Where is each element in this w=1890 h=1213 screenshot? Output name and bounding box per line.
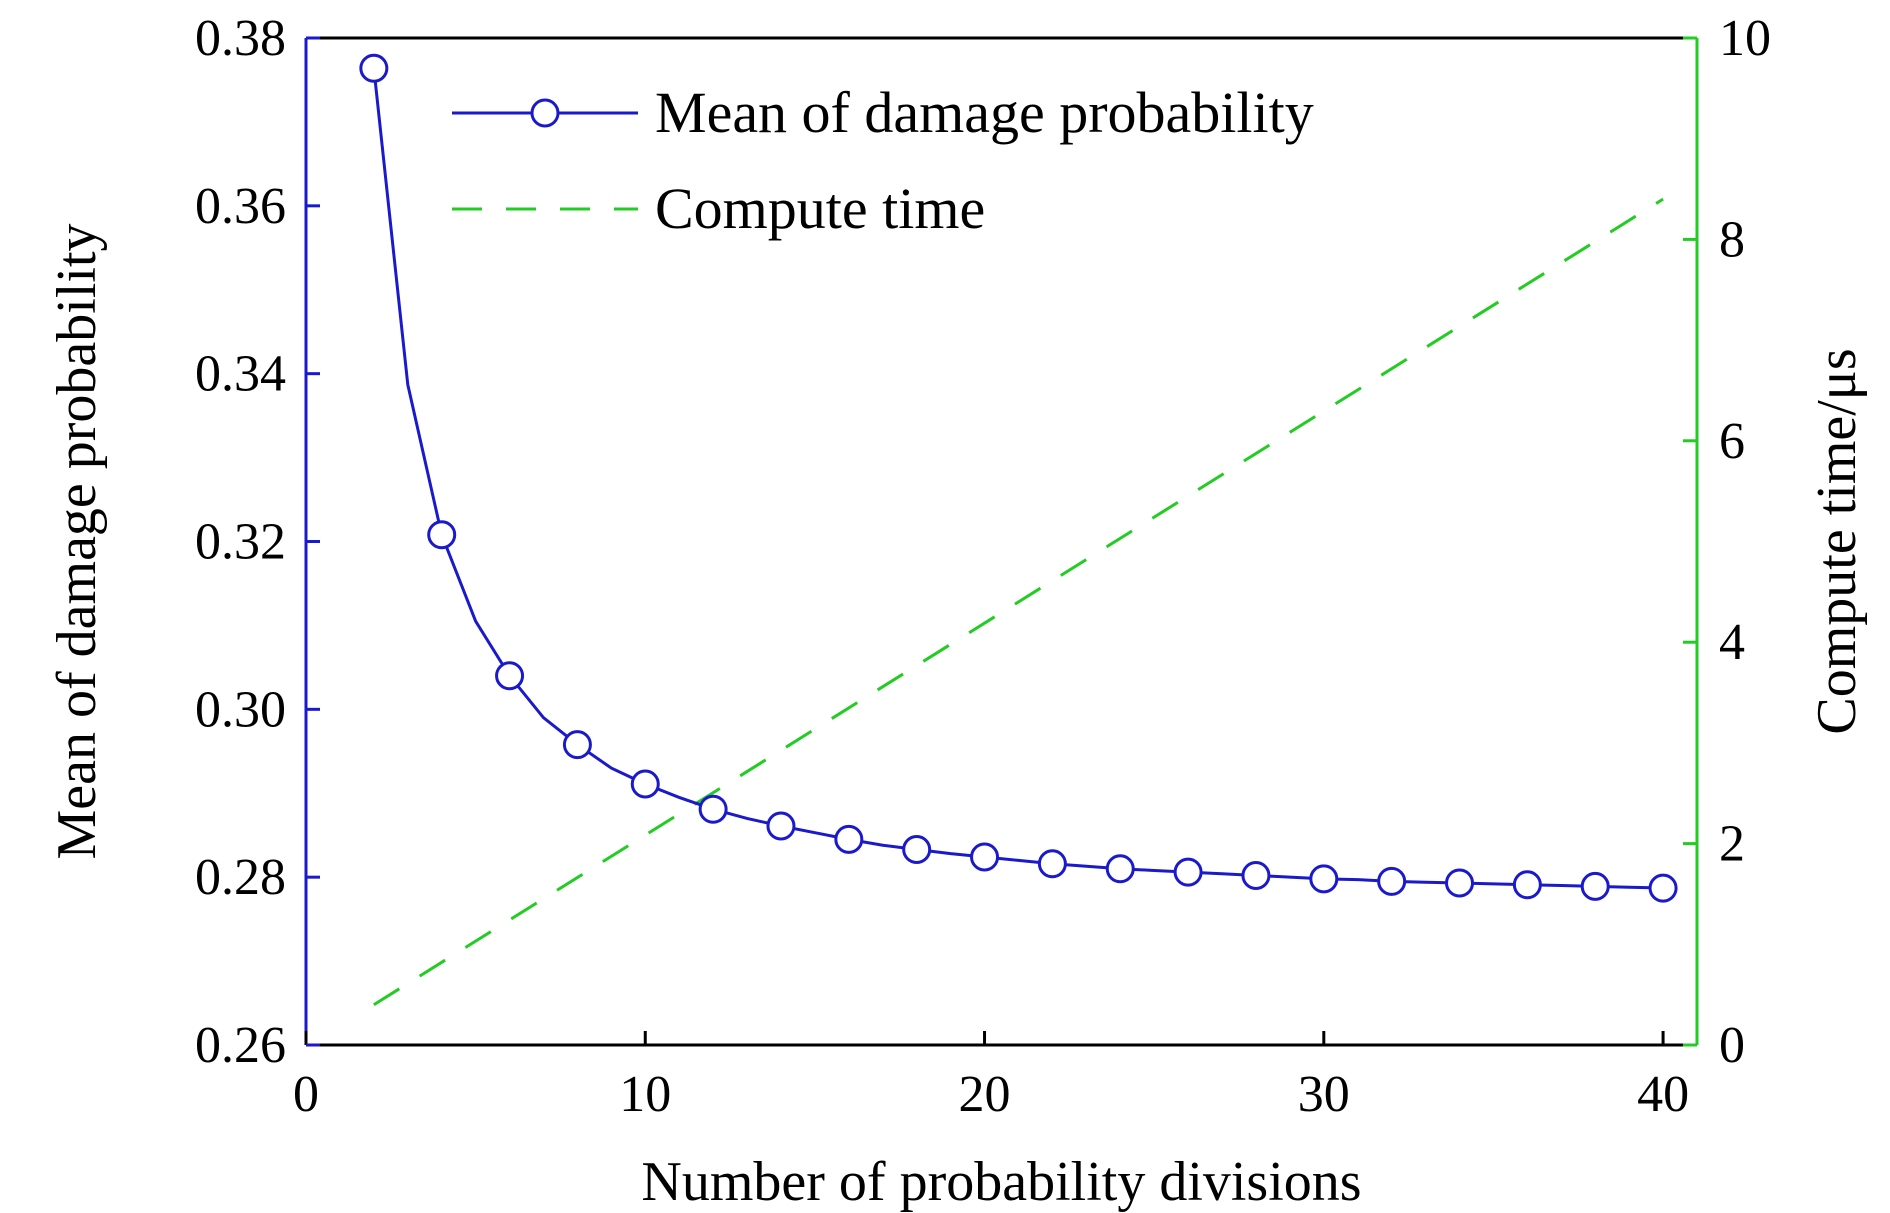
data-point-damage-probability: [766, 811, 796, 841]
data-point-damage-probability: [1512, 870, 1542, 900]
data-point-damage-probability: [1377, 866, 1407, 896]
y-left-tick-label: 0.32: [195, 514, 286, 571]
data-point-damage-probability: [562, 730, 592, 760]
y-right-tick-label: 10: [1719, 10, 1771, 67]
y-left-tick-label: 0.26: [195, 1017, 286, 1074]
y-left-tick-label: 0.38: [195, 10, 286, 67]
x-axis-title: Number of probability divisions: [641, 1151, 1361, 1213]
y-right-tick-label: 6: [1719, 413, 1745, 470]
y-right-tick-label: 8: [1719, 211, 1745, 268]
data-point-damage-probability: [1309, 864, 1339, 894]
data-point-damage-probability: [1241, 860, 1271, 890]
x-tick-label: 40: [1637, 1066, 1689, 1123]
series-line-compute-time: [373, 197, 1664, 1006]
data-point-damage-probability: [495, 661, 525, 691]
y-right-tick-label: 2: [1719, 816, 1745, 873]
data-point-damage-probability: [902, 834, 932, 864]
legend-marker-damage-probability: [530, 98, 560, 128]
data-point-damage-probability: [1173, 857, 1203, 887]
data-point-damage-probability: [1580, 871, 1610, 901]
x-tick-label: 0: [293, 1066, 319, 1123]
tick-group: 0 10 20 30 40 0.26 0.28 0.30 0.32 0.34 0.36 0.38 0 2 4…: [195, 10, 1771, 1123]
series-line-damage-probability: [372, 68, 1664, 890]
data-point-damage-probability: [1037, 849, 1067, 879]
y-axis-right-title: Compute time/μs: [1806, 348, 1868, 734]
data-point-damage-probability: [698, 794, 728, 824]
data-point-damage-probability: [1648, 873, 1678, 903]
data-point-damage-probability: [970, 842, 1000, 872]
y-right-tick-label: 4: [1719, 614, 1745, 671]
y-left-tick-label: 0.30: [195, 681, 286, 738]
plot-area: [359, 53, 1678, 1006]
data-point-damage-probability: [630, 769, 660, 799]
data-point-damage-probability: [359, 53, 389, 83]
legend: Mean of damage probability Compute time: [452, 80, 1314, 241]
data-point-damage-probability: [427, 520, 457, 550]
legend-label-compute-time: Compute time: [655, 176, 985, 241]
y-left-tick-label: 0.36: [195, 178, 286, 235]
y-left-tick-label: 0.28: [195, 849, 286, 906]
axes: [304, 36, 1699, 1047]
x-tick-label: 20: [959, 1066, 1011, 1123]
data-point-damage-probability: [1445, 868, 1475, 898]
y-axis-left-title: Mean of damage probability: [46, 223, 108, 859]
y-right-tick-label: 0: [1719, 1017, 1745, 1074]
data-point-damage-probability: [834, 824, 864, 854]
data-point-damage-probability: [1105, 854, 1135, 884]
x-tick-label: 30: [1298, 1066, 1350, 1123]
legend-label-damage-probability: Mean of damage probability: [655, 80, 1314, 145]
y-left-tick-label: 0.34: [195, 346, 286, 403]
x-tick-label: 10: [619, 1066, 671, 1123]
